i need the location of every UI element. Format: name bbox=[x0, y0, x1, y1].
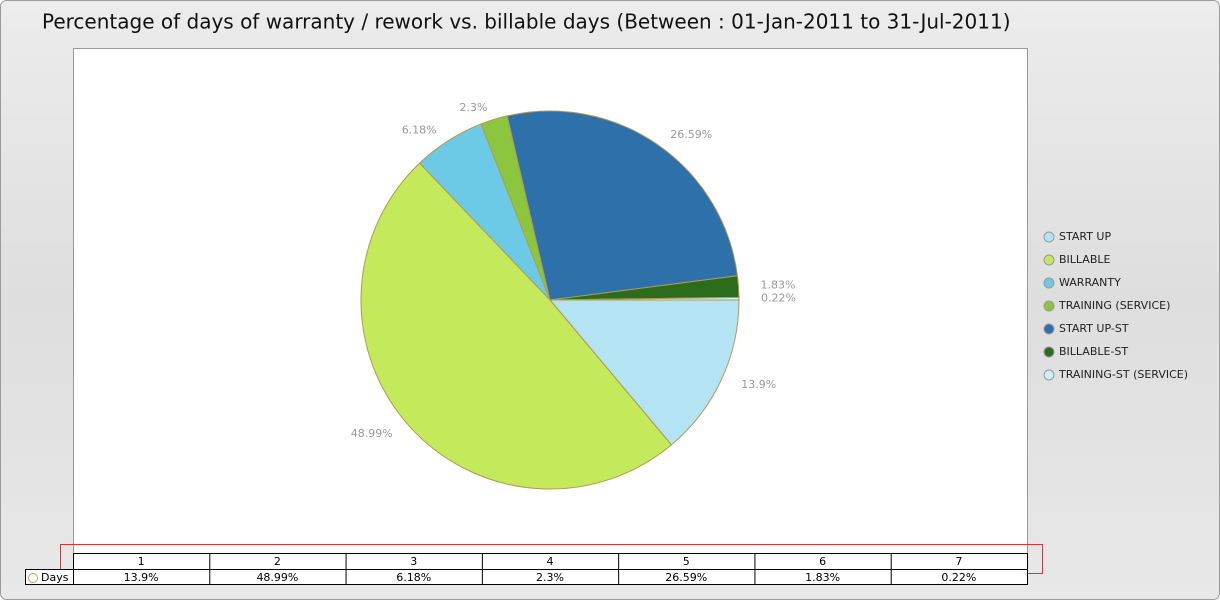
legend-label: BILLABLE-ST bbox=[1059, 345, 1128, 358]
pie-slice bbox=[506, 110, 738, 301]
legend-marker bbox=[1043, 231, 1055, 243]
table-row-label: Days bbox=[41, 571, 69, 584]
legend-label: BILLABLE bbox=[1059, 253, 1110, 266]
legend-marker bbox=[1043, 369, 1055, 381]
table-cell: 6.18% bbox=[396, 571, 431, 584]
legend-marker bbox=[1043, 254, 1055, 266]
table-data-row bbox=[25, 569, 1028, 585]
pie-slice bbox=[360, 162, 673, 490]
table-column-header: 2 bbox=[274, 555, 281, 568]
legend-marker bbox=[1043, 346, 1055, 358]
table-cell: 26.59% bbox=[665, 571, 707, 584]
chart-title: Percentage of days of warranty / rework … bbox=[42, 10, 1011, 34]
table-column-header: 3 bbox=[410, 555, 417, 568]
table-column-header: 5 bbox=[683, 555, 690, 568]
legend-marker bbox=[1043, 300, 1055, 312]
data-label: 48.99% bbox=[351, 427, 393, 440]
legend-label: START UP-ST bbox=[1059, 322, 1129, 335]
table-cell: 0.22% bbox=[941, 571, 976, 584]
legend-label: START UP bbox=[1059, 230, 1111, 243]
legend-label: TRAINING (SERVICE) bbox=[1058, 299, 1170, 312]
data-label: 0.22% bbox=[761, 292, 796, 305]
table-cell: 2.3% bbox=[536, 571, 564, 584]
pie-slice bbox=[549, 296, 740, 301]
table-cell: 1.83% bbox=[805, 571, 840, 584]
legend-label: TRAINING-ST (SERVICE) bbox=[1058, 368, 1188, 381]
data-label: 2.3% bbox=[460, 101, 488, 114]
table-column-header: 4 bbox=[547, 555, 554, 568]
table-row-marker bbox=[28, 573, 38, 583]
table-cell: 13.9% bbox=[124, 571, 159, 584]
table-column-header: 7 bbox=[955, 555, 962, 568]
table-column-header: 6 bbox=[819, 555, 826, 568]
pie-slice bbox=[548, 299, 740, 446]
data-label: 6.18% bbox=[402, 123, 437, 136]
table-column-header: 1 bbox=[138, 555, 145, 568]
table-cell: 48.99% bbox=[256, 571, 298, 584]
data-label: 1.83% bbox=[760, 279, 795, 292]
data-label: 13.9% bbox=[741, 378, 776, 391]
legend-marker bbox=[1043, 323, 1055, 335]
legend-marker bbox=[1043, 277, 1055, 289]
data-label: 26.59% bbox=[670, 128, 712, 141]
legend-label: WARRANTY bbox=[1059, 276, 1121, 289]
